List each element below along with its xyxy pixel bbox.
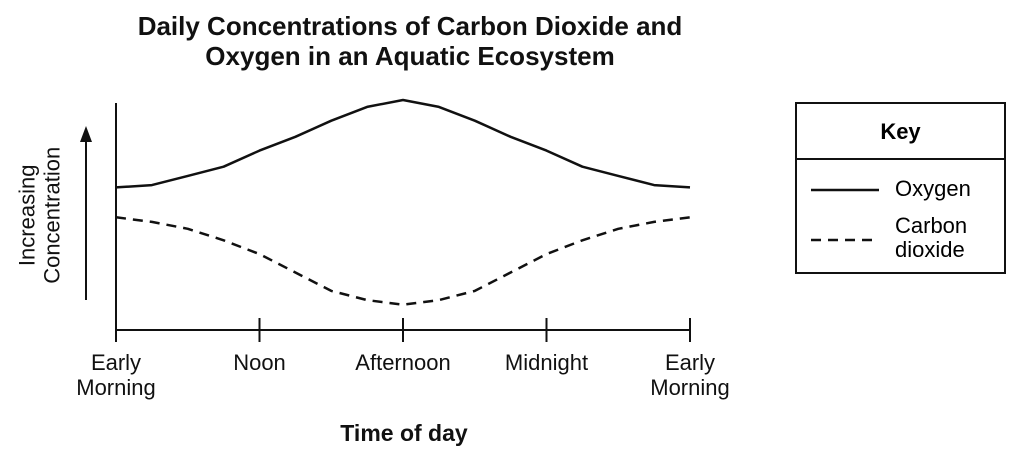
data-line <box>115 98 691 189</box>
y-axis-label: Increasing Concentration <box>14 146 65 284</box>
x-tick-label: Early Morning <box>650 350 730 401</box>
x-axis-label: Time of day <box>340 420 468 446</box>
legend-label: Carbon dioxide <box>895 213 968 263</box>
y-arrow-head <box>80 126 92 142</box>
x-tick-label: Noon <box>233 350 286 375</box>
legend-swatches <box>811 188 879 242</box>
legend: Key Oxygen Carbon dioxide <box>795 102 1006 274</box>
legend-label: Oxygen <box>895 176 971 201</box>
x-tick-label: Afternoon <box>355 350 451 375</box>
chart-title: Daily Concentrations of Carbon Dioxide a… <box>137 11 683 71</box>
x-tick-label: Early Morning <box>76 350 156 401</box>
x-tick-label: Midnight <box>504 350 589 375</box>
data-line <box>115 216 691 306</box>
legend-title: Key <box>797 104 1004 160</box>
